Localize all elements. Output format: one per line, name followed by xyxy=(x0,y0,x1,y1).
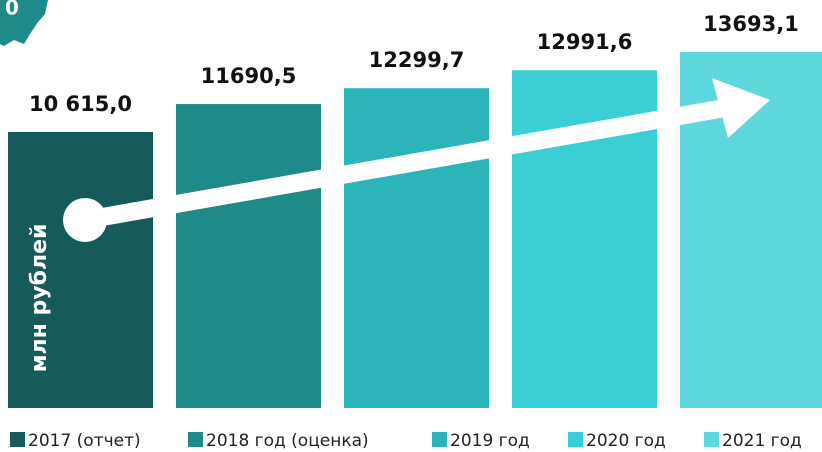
legend-label: 2017 (отчет) xyxy=(28,431,141,451)
legend-swatch xyxy=(568,432,583,447)
annotation: 0 xyxy=(5,0,19,20)
arrow-line xyxy=(83,99,727,229)
legend-label: 2019 год xyxy=(450,431,530,451)
legend-swatch xyxy=(188,432,203,447)
value-label: 12299,7 xyxy=(369,48,465,72)
legend-swatch xyxy=(704,432,719,447)
legend-swatch xyxy=(432,432,447,447)
legend-swatch xyxy=(10,432,25,447)
map-shape xyxy=(0,0,48,46)
bar xyxy=(8,132,153,408)
legend: 2017 (отчет) 2018 год (оценка) 2019 год 202… xyxy=(10,431,802,451)
arrow-head xyxy=(712,78,770,138)
arrow-start xyxy=(63,198,107,242)
trend-arrow xyxy=(63,78,770,242)
value-label: 11690,5 xyxy=(201,64,297,88)
value-label: 13693,1 xyxy=(703,12,799,36)
legend-label: 2018 год (оценка) xyxy=(206,431,369,451)
bar xyxy=(344,88,489,409)
value-label: 10 615,0 xyxy=(29,92,132,116)
legend-label: 2020 год xyxy=(586,431,666,451)
value-label: 12991,6 xyxy=(537,30,633,54)
y-axis-label: млн рублей xyxy=(27,224,52,373)
legend-label: 2021 год xyxy=(722,431,802,451)
bar xyxy=(176,104,321,408)
